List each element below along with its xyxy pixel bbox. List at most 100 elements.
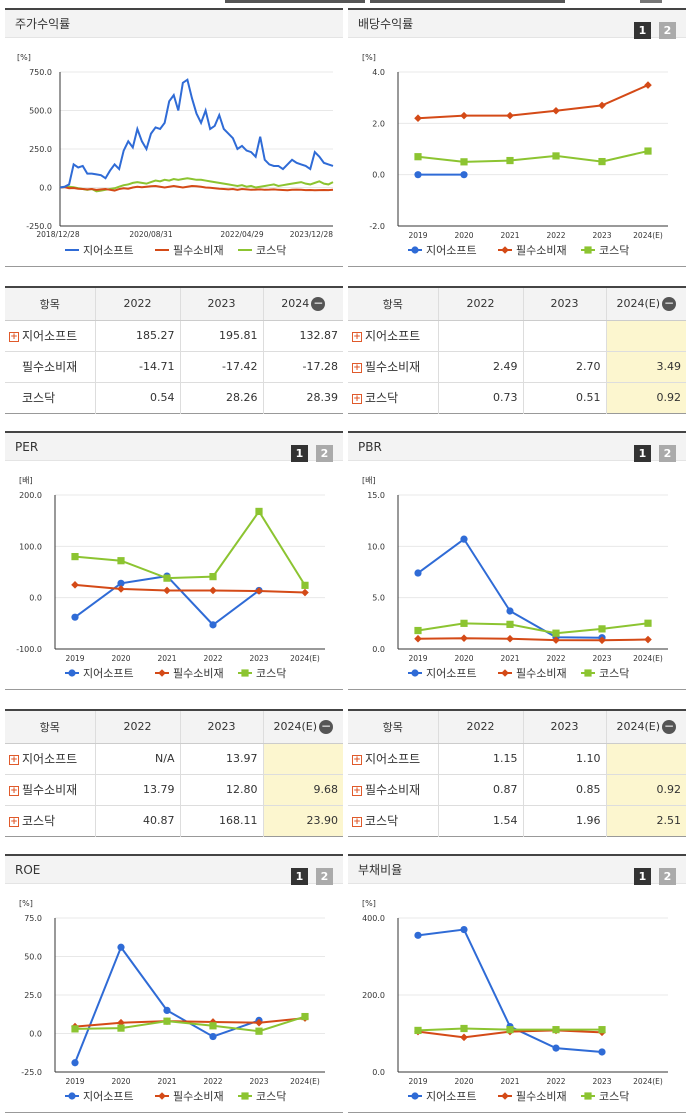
series-line-0 — [74, 575, 260, 627]
plus-icon[interactable]: + — [352, 362, 362, 373]
page-2-button[interactable]: 2 — [316, 445, 333, 462]
stock-return-panel: 주가수익률 [%] 750.0 500.0 250.0 0.0 -250.0 2018/12… — [5, 8, 343, 267]
page-2-button[interactable]: 2 — [659, 445, 676, 462]
value-cell: 168.11 — [179, 805, 263, 836]
y-tick-label: 15.0 — [367, 491, 385, 500]
page-1-button[interactable]: 1 — [291, 445, 308, 462]
legend-label: 지어소프트 — [83, 244, 134, 257]
plus-icon[interactable]: + — [352, 816, 362, 827]
x-tick-label: 2020 — [111, 654, 130, 663]
panel-title-text: 부채비율 — [358, 863, 403, 877]
data-point-1 — [598, 101, 606, 110]
y-tick-label: 5.0 — [372, 594, 385, 603]
page-2-button[interactable]: 2 — [659, 868, 676, 885]
page-1-button[interactable]: 1 — [634, 868, 651, 885]
data-point-2 — [301, 581, 309, 589]
data-point-2 — [163, 574, 171, 582]
minus-icon[interactable]: − — [662, 718, 677, 734]
legend-marker-2 — [584, 246, 592, 254]
series-line-0 — [74, 945, 260, 1064]
legend-marker-0 — [411, 246, 419, 254]
y-tick-label: 0.0 — [372, 645, 385, 654]
plus-icon[interactable]: + — [9, 754, 19, 765]
y-tick-label: 0.0 — [29, 594, 42, 603]
value-cell — [605, 320, 686, 352]
data-point-1 — [255, 587, 263, 595]
plus-icon[interactable]: + — [352, 754, 362, 765]
row-label-cell: + 지어소프트 — [348, 320, 438, 352]
series-line-1 — [74, 1017, 306, 1028]
legend-label: 필수소비재 — [173, 1090, 224, 1103]
legend-label: 지어소프트 — [426, 244, 477, 257]
plus-icon[interactable]: + — [9, 816, 19, 827]
header-item: 항목 — [5, 287, 95, 321]
unit-label: [%] — [362, 53, 376, 62]
header-year: 2023 — [179, 710, 263, 744]
data-point-2 — [117, 557, 125, 565]
header-label: 2022 — [123, 720, 152, 734]
x-tick-label: 2023 — [592, 1077, 611, 1086]
row-label: 필수소비재 — [22, 783, 78, 797]
plus-icon[interactable]: + — [9, 331, 19, 342]
table-row: + 지어소프트 — [348, 320, 686, 352]
y-tick-label: 200.0 — [362, 991, 385, 1000]
y-tick-label: 4.0 — [372, 68, 385, 77]
panel-title-text: PBR — [358, 440, 382, 454]
page-1-button[interactable]: 1 — [634, 445, 651, 462]
x-tick-label: 2023 — [592, 231, 611, 240]
x-tick-label: 2023 — [249, 1077, 268, 1086]
y-tick-label: 100.0 — [19, 542, 42, 551]
value-cell: 0.92 — [605, 382, 686, 413]
data-point-2 — [552, 152, 560, 160]
minus-icon[interactable]: − — [319, 718, 334, 734]
plus-icon[interactable]: + — [9, 785, 19, 796]
value-cell: 0.92 — [605, 774, 686, 806]
panel-title: 주가수익률 — [5, 10, 343, 38]
unit-label: [배] — [19, 476, 33, 485]
page-2-button[interactable]: 2 — [316, 868, 333, 885]
legend-label: 코스닥 — [256, 667, 286, 680]
dividend-yield-table: 항목 2022 2023 2024(E) − + 지어소프트 + 필수소비재 2.49 2.70 3.… — [348, 286, 686, 414]
value-cell: 0.73 — [437, 382, 523, 413]
header-year: 2024(E) − — [605, 287, 686, 321]
top-tab-shadow — [225, 0, 365, 3]
header-label: 2023 — [550, 297, 579, 311]
data-point-0 — [414, 569, 422, 577]
panel-title-text: PER — [15, 440, 39, 454]
y-tick-label: 750.0 — [29, 68, 52, 77]
table-row: + 코스닥 1.54 1.96 2.51 — [348, 805, 686, 836]
roe-chart: [%] 75.0 50.0 25.0 0.0 -25.0 2019 2020 2021 2022 2… — [19, 899, 325, 1103]
value-cell — [605, 743, 686, 775]
data-point-2 — [71, 1025, 79, 1033]
row-label: 코스닥 — [22, 391, 56, 405]
plus-icon[interactable]: + — [352, 785, 362, 796]
minus-icon[interactable]: − — [311, 295, 326, 311]
value-cell: 2.49 — [437, 351, 523, 383]
minus-icon[interactable]: − — [662, 295, 677, 311]
page-1-button[interactable]: 1 — [291, 868, 308, 885]
legend-marker-2 — [584, 669, 592, 677]
data-point-1 — [301, 588, 309, 597]
page-1-button[interactable]: 1 — [634, 22, 651, 39]
data-point-0 — [71, 1059, 79, 1067]
x-tick-label: 2019 — [65, 654, 84, 663]
top-tab-shadow — [640, 0, 662, 3]
data-point-1 — [71, 581, 79, 589]
data-point-1 — [460, 1033, 468, 1042]
x-tick-label: 2020 — [454, 231, 473, 240]
series-line-2 — [74, 509, 306, 586]
plus-icon[interactable]: + — [352, 393, 362, 404]
x-tick-label: 2024(E) — [633, 1077, 663, 1086]
dividend-yield-chart: [%] 4.0 2.0 0.0 -2.0 2019 2020 2021 2022 2023 2024… — [362, 53, 668, 257]
plus-icon[interactable]: + — [352, 331, 362, 342]
header-label: 2024(E) — [616, 296, 661, 310]
x-tick-label: 2024(E) — [633, 654, 663, 663]
value-cell: 0.54 — [94, 382, 180, 413]
page-2-button[interactable]: 2 — [659, 22, 676, 39]
legend-label: 코스닥 — [256, 244, 286, 257]
data-point-1 — [163, 586, 171, 595]
value-cell: 1.54 — [437, 805, 523, 836]
